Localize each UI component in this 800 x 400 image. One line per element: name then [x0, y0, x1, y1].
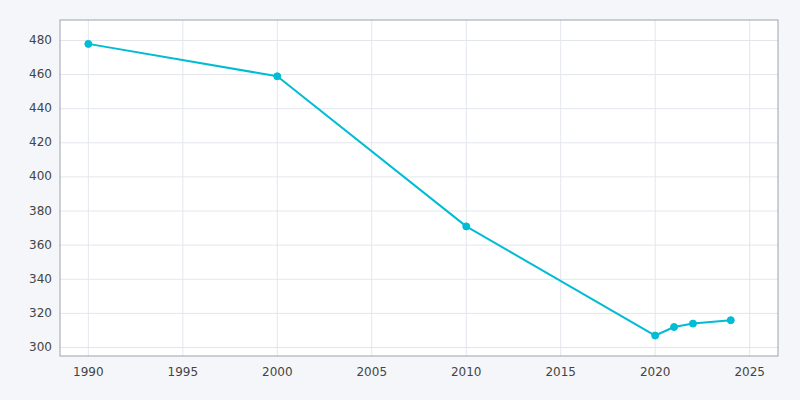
- x-grid-line: [655, 20, 656, 356]
- y-grid-line: [60, 245, 778, 246]
- y-tick-label: 400: [29, 169, 52, 183]
- y-tick-label: 360: [29, 238, 52, 252]
- series: [85, 40, 734, 339]
- plot-frame: [60, 20, 778, 356]
- x-grid-line: [749, 20, 750, 356]
- y-grid-line: [60, 211, 778, 212]
- point: [274, 73, 281, 80]
- y-grid-line: [60, 176, 778, 177]
- y-tick-label: 440: [29, 101, 52, 115]
- y-tick-label: 460: [29, 67, 52, 81]
- x-tick-label: 1995: [168, 365, 199, 379]
- grid: [60, 20, 778, 356]
- y-tick-label: 320: [29, 306, 52, 320]
- background: [0, 0, 800, 400]
- x-grid-line: [560, 20, 561, 356]
- point: [85, 40, 92, 47]
- y-tick-label: 480: [29, 33, 52, 47]
- x-grid-line: [466, 20, 467, 356]
- x-tick-label: 2020: [640, 365, 671, 379]
- x-tick-label: 2015: [545, 365, 576, 379]
- x-grid-line: [88, 20, 89, 356]
- y-tick-label: 380: [29, 204, 52, 218]
- x-grid-line: [182, 20, 183, 356]
- point: [689, 320, 696, 327]
- y-tick-label: 300: [29, 340, 52, 354]
- x-tick-label: 2005: [356, 365, 387, 379]
- y-tick-label: 340: [29, 272, 52, 286]
- x-tick-label: 2000: [262, 365, 293, 379]
- line: [88, 44, 730, 336]
- x-tick-label: 2010: [451, 365, 482, 379]
- y-grid-line: [60, 279, 778, 280]
- x-grid-line: [277, 20, 278, 356]
- y-grid-line: [60, 142, 778, 143]
- y-grid-line: [60, 347, 778, 348]
- y-grid-line: [60, 313, 778, 314]
- x-tick-label: 1990: [73, 365, 104, 379]
- point: [671, 324, 678, 331]
- y-grid-line: [60, 74, 778, 75]
- x-tick-label: 2025: [734, 365, 765, 379]
- y-grid-line: [60, 108, 778, 109]
- point: [463, 223, 470, 230]
- chart: 300 320 340 360 380 400 420 440 460 480 1990 1995 20…: [0, 0, 800, 400]
- point: [652, 332, 659, 339]
- tick-labels: 300 320 340 360 380 400 420 440 460 480 1990 1995 20…: [29, 33, 765, 379]
- x-grid-line: [371, 20, 372, 356]
- plot-area: [60, 20, 778, 356]
- y-tick-label: 420: [29, 135, 52, 149]
- y-grid-line: [60, 40, 778, 41]
- point: [727, 317, 734, 324]
